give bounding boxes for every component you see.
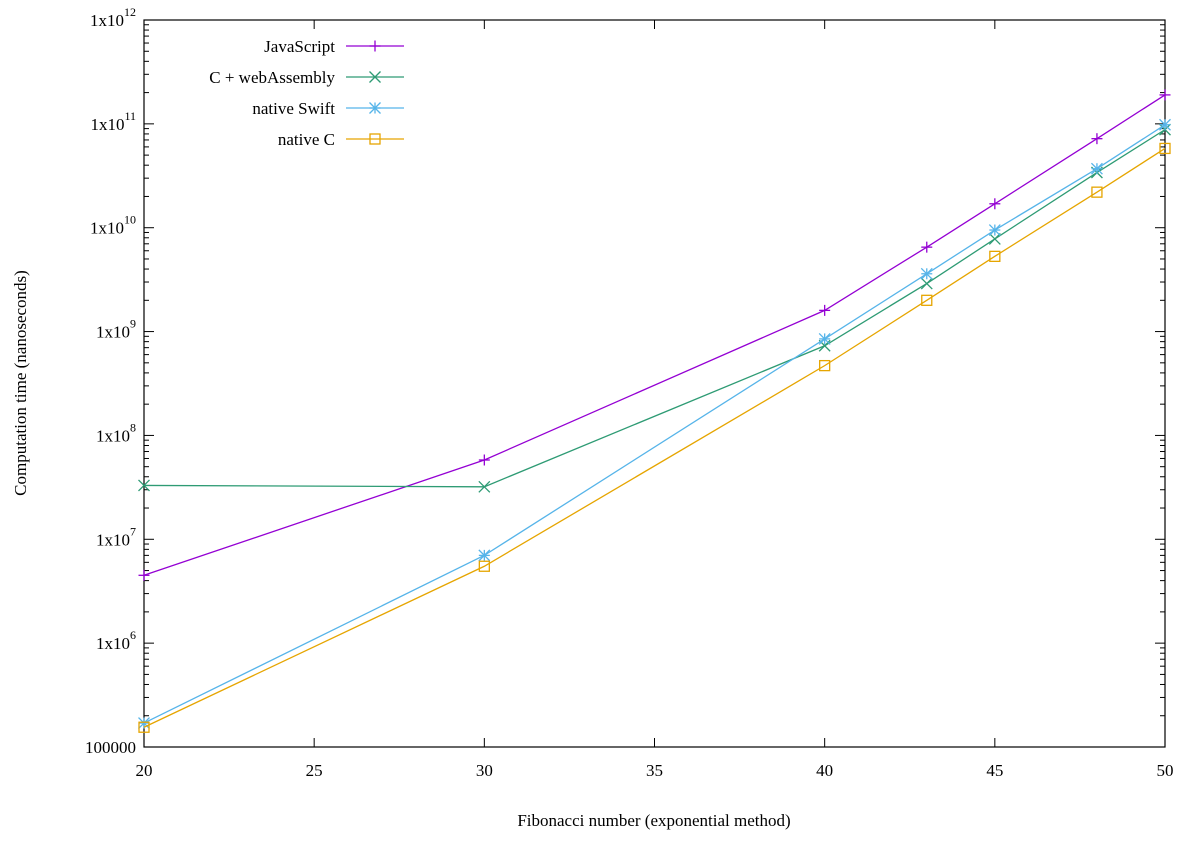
series-layer: [138, 89, 1171, 733]
legend-item: JavaScript: [264, 37, 404, 56]
data-point: [369, 71, 381, 83]
y-tick-label: 1x1011: [90, 109, 136, 134]
x-tick-label: 45: [986, 761, 1003, 780]
series-line: [143, 94, 1166, 576]
legend-label: native C: [278, 130, 335, 149]
data-point: [1159, 142, 1171, 155]
data-point: [819, 304, 831, 316]
data-point: [478, 480, 491, 493]
data-point: [1091, 133, 1103, 145]
y-tick-label: 1x1010: [90, 213, 136, 238]
legend-item: native C: [278, 130, 404, 149]
y-tick-label: 100000: [85, 738, 136, 757]
data-point: [1159, 89, 1171, 101]
y-tick-label: 1x1012: [90, 5, 136, 30]
data-point: [478, 560, 490, 572]
series-native-c: [138, 142, 1171, 733]
series-javascript: [138, 89, 1171, 581]
data-point: [988, 224, 1001, 236]
data-point: [369, 102, 381, 114]
data-point: [1090, 162, 1103, 175]
data-point: [1159, 118, 1171, 131]
x-tick-label: 30: [476, 761, 493, 780]
data-point: [921, 294, 933, 306]
legend-label: JavaScript: [264, 37, 335, 56]
legend-label: C + webAssembly: [209, 68, 335, 87]
series-line: [143, 147, 1166, 728]
x-tick-label: 50: [1157, 761, 1174, 780]
data-point: [920, 277, 933, 290]
series-c-webassembly: [138, 123, 1171, 493]
legend-item: C + webAssembly: [209, 68, 404, 87]
x-tick-label: 25: [306, 761, 323, 780]
series-line: [143, 129, 1166, 488]
series-line: [143, 124, 1166, 724]
data-point: [988, 232, 1001, 245]
data-point: [920, 267, 933, 280]
data-point: [819, 359, 831, 372]
data-point: [989, 250, 1001, 263]
y-tick-label: 1x109: [96, 317, 136, 342]
y-axis-title: Computation time (nanoseconds): [11, 270, 30, 496]
data-point: [138, 569, 150, 581]
x-axis-title: Fibonacci number (exponential method): [517, 811, 790, 830]
x-tick-label: 35: [646, 761, 663, 780]
y-tick-label: 1x108: [96, 420, 136, 445]
x-tick-label: 20: [136, 761, 153, 780]
legend-label: native Swift: [252, 99, 335, 118]
data-point: [369, 133, 381, 145]
data-point: [138, 479, 150, 492]
y-tick-label: 1x107: [96, 524, 136, 549]
y-axis: 100000 1x106 1x107 1x108 1x109 1x1010 1x1011 1x…: [85, 5, 1165, 757]
y-tick-label: 1x106: [96, 628, 136, 653]
data-point: [1091, 186, 1103, 198]
data-point: [478, 454, 490, 466]
x-tick-label: 40: [816, 761, 833, 780]
data-point: [478, 549, 491, 562]
data-point: [138, 721, 150, 733]
data-point: [921, 241, 933, 253]
legend: JavaScript C + webAssembly native Swift nat…: [209, 37, 404, 149]
data-point: [138, 717, 150, 730]
data-point: [818, 332, 831, 345]
x-axis: 20 25 30 35 40 45 50: [136, 20, 1174, 780]
data-point: [369, 40, 381, 52]
legend-item: native Swift: [252, 99, 404, 118]
data-point: [989, 198, 1001, 210]
series-native-swift: [138, 118, 1171, 730]
